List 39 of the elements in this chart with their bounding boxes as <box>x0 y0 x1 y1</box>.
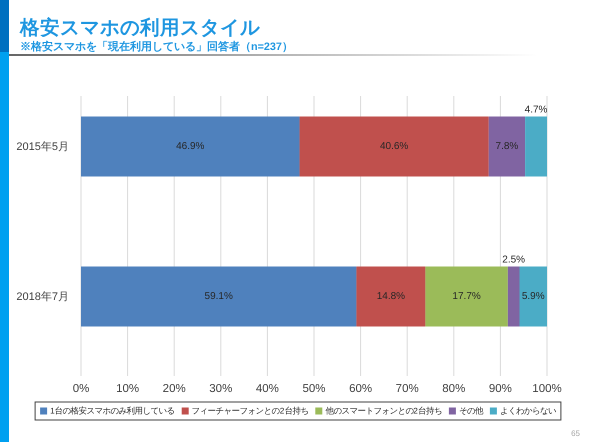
x-tick-label: 0% <box>72 383 90 396</box>
bar <box>520 266 547 326</box>
x-tick-label: 80% <box>442 383 466 396</box>
x-tick-label: 20% <box>162 383 186 396</box>
legend-label: 1台の格安スマホのみ利用している <box>50 406 175 416</box>
legend-label: よくわからない <box>500 406 556 416</box>
data-label: 17.7% <box>452 291 481 302</box>
x-tick-label: 100% <box>532 383 562 396</box>
bar <box>356 266 426 326</box>
data-label: 4.7% <box>524 104 548 116</box>
data-label: 46.9% <box>176 141 205 152</box>
y-tick-label: 2015年5月 <box>16 141 69 154</box>
data-label: 40.6% <box>380 141 408 152</box>
bar <box>300 116 489 176</box>
x-tick-label: 90% <box>488 383 512 396</box>
data-label: 59.1% <box>204 291 233 302</box>
x-tick-label: 10% <box>116 383 140 396</box>
legend-label: フィーチャーフォンとの2台持ち <box>192 406 308 416</box>
bar <box>425 266 508 326</box>
x-tick-label: 60% <box>349 383 372 396</box>
chart-subtitle: ※格安スマホを「現在利用している」回答者（n=237） <box>20 40 293 53</box>
x-tick-label: 50% <box>302 383 326 396</box>
legend-label: 他のスマートフォンとの2台持ち <box>325 406 442 416</box>
text: 65 <box>571 429 581 438</box>
x-tick-label: 70% <box>396 383 419 396</box>
y-tick-label: 2018年7月 <box>16 291 69 304</box>
bar <box>525 116 547 176</box>
x-tick-label: 40% <box>256 383 279 396</box>
data-label: 7.8% <box>496 141 518 152</box>
chart-title: 格安スマホの利用スタイル <box>19 16 261 39</box>
x-tick-label: 30% <box>209 383 232 396</box>
data-label: 5.9% <box>522 291 545 302</box>
bar <box>81 266 356 326</box>
bar <box>81 116 300 176</box>
legend-label: その他 <box>458 406 483 416</box>
bar <box>488 116 526 176</box>
data-label: 14.8% <box>376 291 406 302</box>
data-label: 2.5% <box>502 254 526 266</box>
bar <box>508 266 520 326</box>
